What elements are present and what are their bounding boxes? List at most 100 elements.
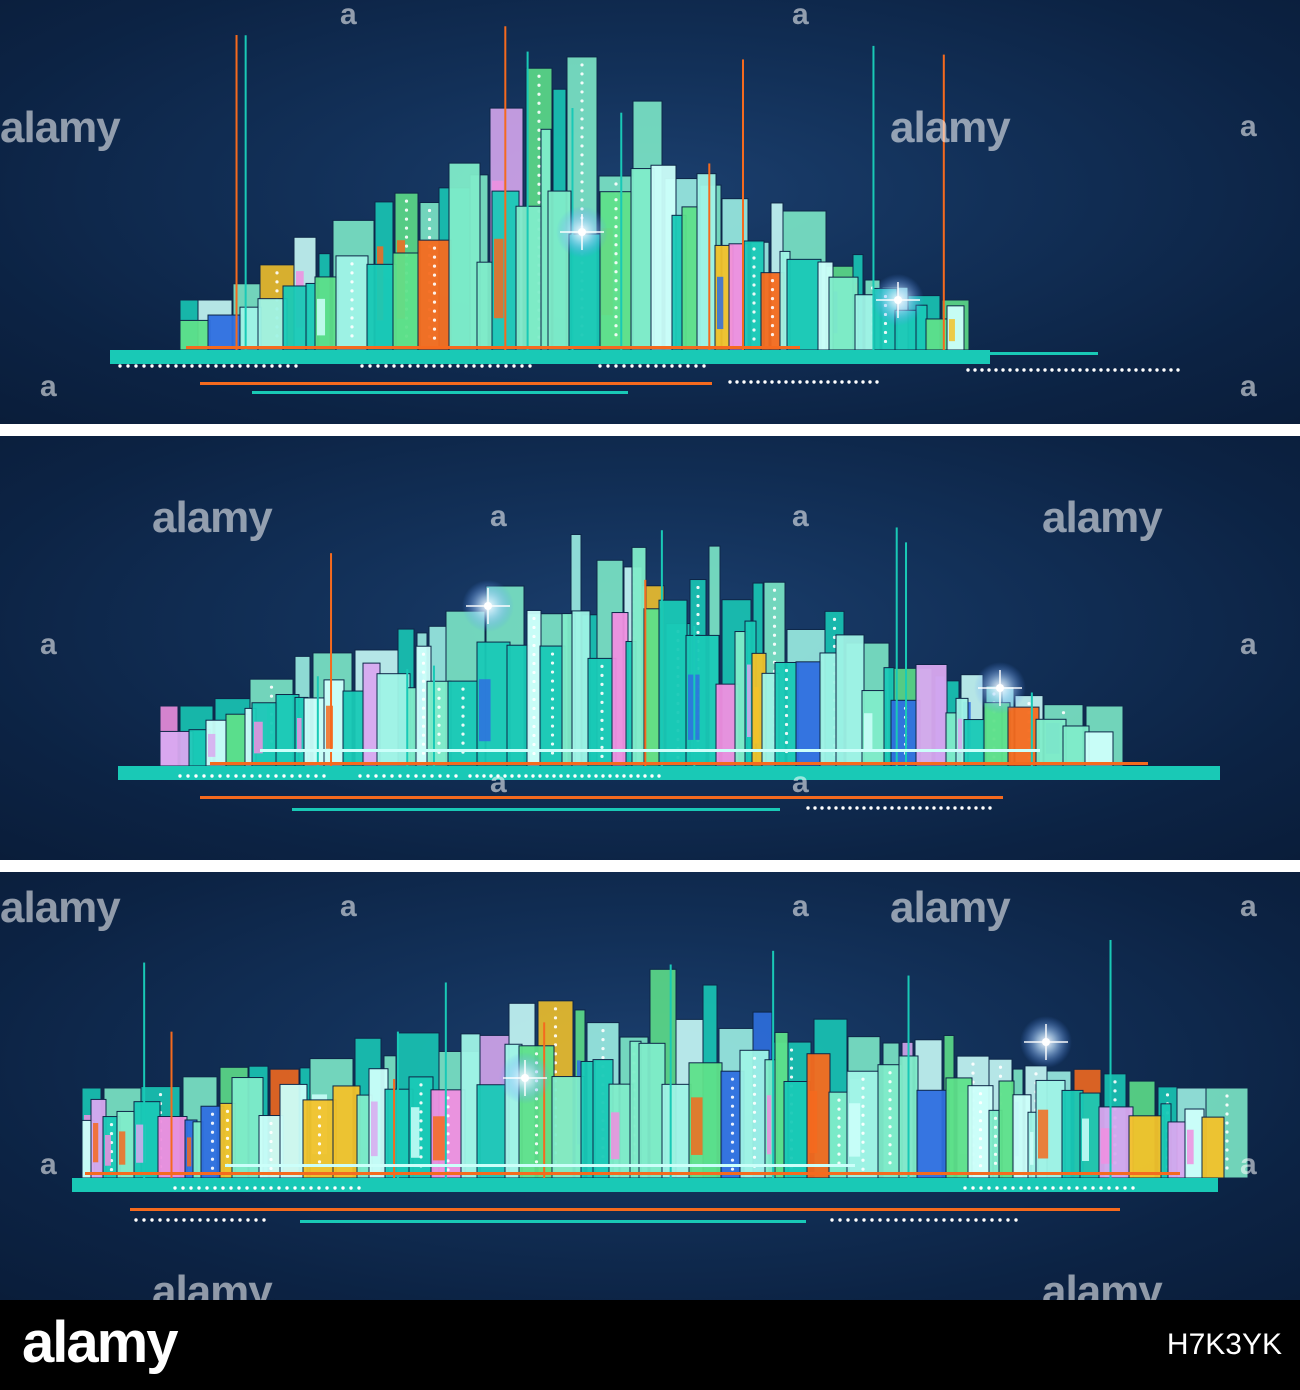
window-light xyxy=(317,1115,322,1119)
dot-light xyxy=(566,774,570,778)
window-light xyxy=(419,1119,423,1123)
building xyxy=(877,1064,903,1179)
dot-light xyxy=(489,774,493,778)
window-light xyxy=(427,235,432,240)
window-light xyxy=(225,1118,230,1122)
window-light xyxy=(553,1061,558,1065)
dot-light xyxy=(528,364,532,368)
window-light xyxy=(317,1160,322,1164)
accent-line xyxy=(210,762,1148,765)
dot-light xyxy=(333,1186,337,1190)
dot-light xyxy=(246,364,250,368)
window-light xyxy=(614,324,618,328)
accent-line xyxy=(225,1164,855,1167)
dot-light xyxy=(1131,1186,1135,1190)
window-light xyxy=(437,732,441,736)
dot-light xyxy=(559,774,563,778)
dot-light xyxy=(254,1218,258,1222)
window-light xyxy=(837,1161,841,1165)
window-light xyxy=(404,226,409,230)
window-light xyxy=(978,1164,983,1168)
window-light xyxy=(580,63,584,67)
window-light xyxy=(832,644,837,648)
window-light xyxy=(614,225,618,229)
antenna xyxy=(393,1078,396,1178)
building xyxy=(643,608,661,767)
dot-light xyxy=(503,774,507,778)
dot-light xyxy=(608,774,612,778)
window-light xyxy=(210,1166,215,1170)
window-light xyxy=(432,336,437,340)
dot-light xyxy=(309,1186,313,1190)
dot-light xyxy=(1001,368,1005,372)
window-light xyxy=(888,1161,892,1165)
dot-light xyxy=(1078,368,1082,372)
window-light xyxy=(696,621,700,626)
stock-footer-bar: alamy H7K3YK xyxy=(0,1300,1300,1390)
window-light xyxy=(784,731,789,736)
window-light xyxy=(580,135,584,139)
dot-light xyxy=(488,364,492,368)
image-id: H7K3YK xyxy=(1166,1328,1282,1361)
window-light xyxy=(580,180,584,184)
dot-light xyxy=(869,806,873,810)
window-light xyxy=(553,1016,558,1020)
dot-light xyxy=(368,364,372,368)
dot-light xyxy=(242,774,246,778)
window-light xyxy=(770,306,775,310)
window-light xyxy=(537,83,541,87)
building xyxy=(342,690,365,767)
window-light xyxy=(553,1052,558,1056)
building-accent xyxy=(479,679,491,742)
window-light xyxy=(861,1158,865,1162)
dot-light xyxy=(206,1218,210,1222)
antenna xyxy=(708,163,711,350)
antenna xyxy=(432,665,435,766)
accent-line xyxy=(300,1220,806,1223)
window-light xyxy=(446,1159,450,1163)
dot-light xyxy=(1107,1186,1111,1190)
dot-light xyxy=(958,1218,962,1222)
window-light xyxy=(730,1104,735,1108)
window-light xyxy=(837,1116,841,1120)
window-light xyxy=(600,709,604,713)
accent-line xyxy=(260,749,1040,752)
dot-light xyxy=(1099,1186,1103,1190)
window-light xyxy=(837,1152,841,1156)
dot-light xyxy=(294,364,298,368)
window-light xyxy=(580,162,584,166)
window-light xyxy=(432,291,437,295)
window-light xyxy=(580,117,584,121)
window-light xyxy=(317,1142,322,1146)
window-light xyxy=(861,1131,865,1135)
window-light xyxy=(861,1113,865,1117)
dot-light xyxy=(531,774,535,778)
window-light xyxy=(770,297,775,301)
window-light xyxy=(614,279,618,283)
dot-light xyxy=(234,774,238,778)
window-light xyxy=(421,715,426,719)
dot-light xyxy=(770,380,774,384)
window-light xyxy=(553,1034,558,1038)
window-light xyxy=(861,1167,865,1171)
dot-light xyxy=(1057,368,1061,372)
window-light xyxy=(532,652,536,657)
dot-light xyxy=(226,774,230,778)
window-light xyxy=(752,301,756,305)
window-light xyxy=(770,324,775,328)
window-light xyxy=(350,280,354,284)
window-light xyxy=(752,1155,757,1159)
dot-light xyxy=(230,364,234,368)
dot-light xyxy=(742,380,746,384)
window-light xyxy=(534,1142,539,1146)
dot-light xyxy=(995,1186,999,1190)
window-light xyxy=(350,307,354,311)
brand-logo[interactable]: alamy xyxy=(22,1310,178,1375)
window-light xyxy=(772,651,777,655)
dot-light xyxy=(925,806,929,810)
building xyxy=(696,173,717,351)
dot-light xyxy=(400,364,404,368)
dot-light xyxy=(173,1186,177,1190)
window-light xyxy=(432,255,437,259)
dot-light xyxy=(946,806,950,810)
